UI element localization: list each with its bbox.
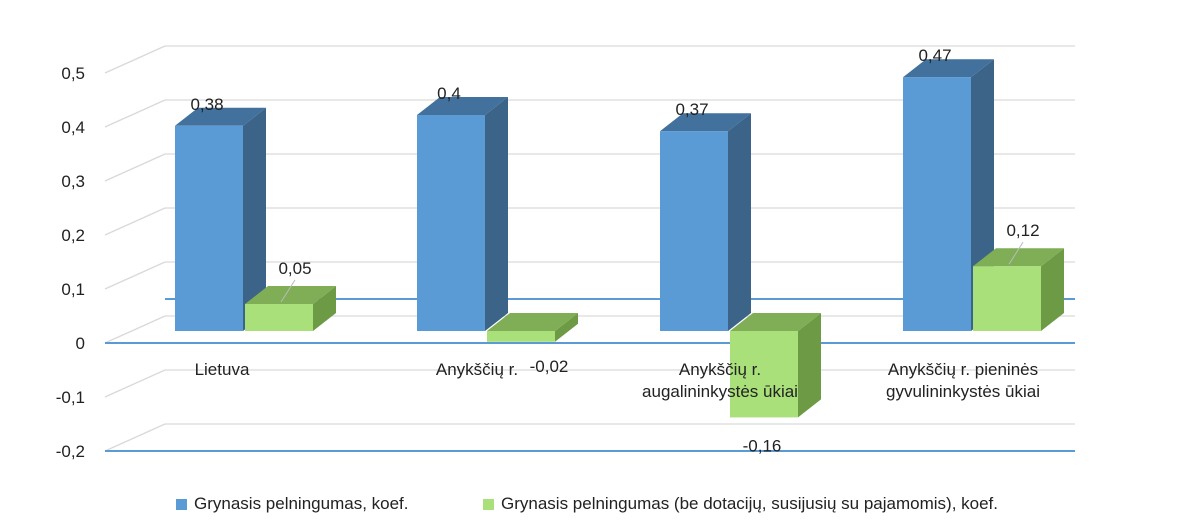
bar-top [730,313,821,331]
data-label-series-1: 0,38 [190,95,223,114]
bar-front [903,77,971,331]
bar-top [175,107,266,126]
y-tick-label: 0,3 [61,172,85,191]
bar-side [485,97,508,331]
bar-front [730,331,798,418]
bar-front [417,115,485,331]
bar-front [175,125,243,331]
bar-side [1041,248,1064,331]
category-label: Anykščių r. [436,360,518,379]
bar-side [798,313,821,418]
leader-line [1008,241,1024,265]
bar-side [243,107,266,331]
bar-front [487,331,555,342]
legend-swatch-blue [176,498,187,510]
bar-series-2-1 [487,313,578,342]
bar-top [660,113,751,132]
bar-side [555,313,578,342]
y-tick-label: 0,1 [61,280,85,299]
bar-side [728,113,751,331]
legend-swatch-green [483,498,494,510]
bars [175,59,1064,418]
bar-front [973,266,1041,331]
category-labels: Lietuva Anykščių r. Anykščių r. augalininky… [195,360,1040,401]
legend-label-series-1: Grynasis pelningumas, koef. [194,494,409,513]
legend-label-series-2: Grynasis pelningumas (be dotacijų, susij… [501,494,999,513]
gridline-diagonal [104,99,166,128]
data-label-series-2: 0,05 [278,259,311,278]
gridline-diagonal [104,369,166,398]
y-tick-label: -0,2 [56,442,85,461]
gridline-diagonal [104,315,166,344]
bar-series-2-3 [973,248,1064,331]
legend: Grynasis pelningumas, koef. Grynasis pel… [0,494,1200,518]
category-label: Lietuva [195,360,250,379]
y-tick-label: 0,2 [61,226,85,245]
bar-series-2-0 [245,286,336,331]
leader-line [280,279,296,303]
data-label-series-1: 0,47 [918,46,951,65]
legend-item-series-2: Grynasis pelningumas (be dotacijų, susij… [483,494,998,514]
data-label-series-2: -0,02 [530,357,569,376]
bar-series-1-2 [660,113,751,331]
category-label: gyvulininkystės ūkiai [886,382,1040,401]
data-label-series-1: 0,4 [437,84,461,103]
bar-series-1-0 [175,107,266,331]
category-label: Anykščių r. pieninės [888,360,1038,379]
gridline-diagonal [104,153,166,182]
bar-top [487,313,578,331]
bar-top [973,248,1064,267]
bar-top [903,59,994,78]
bar-series-1-3 [903,59,994,331]
bar-front [660,131,728,331]
y-tick-label: -0,1 [56,388,85,407]
category-label: Anykščių r. [679,360,761,379]
bar-side [313,286,336,331]
gridline-diagonal [104,423,166,452]
bar-series-1-1 [417,97,508,331]
y-tick-label: 0,4 [61,118,85,137]
data-label-series-2: 0,12 [1006,221,1039,240]
data-labels: 0,38 0,05 0,4 -0,02 0,37 -0,16 0,47 0,12 [190,46,1039,455]
gridline-diagonal [104,45,166,74]
bar-top [417,97,508,115]
bar-front [245,304,313,331]
gridline-diagonal [104,261,166,290]
data-label-series-1: 0,37 [675,100,708,119]
y-tick-label: 0,5 [61,64,85,83]
gridline-diagonal [104,207,166,236]
category-label: augalininkystės ūkiai [642,382,798,401]
bar-top [245,286,336,304]
y-axis: 0,5 0,4 0,3 0,2 0,1 0 -0,1 -0,2 [56,64,85,461]
bar-series-2-2 [730,313,821,418]
data-label-series-2: -0,16 [743,436,782,455]
legend-item-series-1: Grynasis pelningumas, koef. [176,494,409,514]
y-tick-label: 0 [76,334,85,353]
